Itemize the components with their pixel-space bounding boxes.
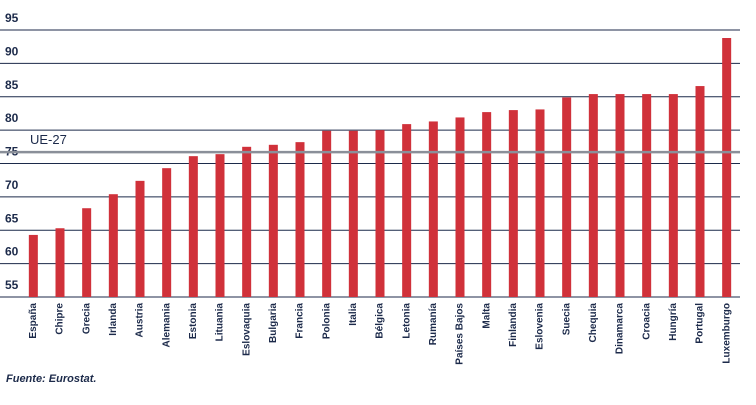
- bar: [375, 130, 385, 297]
- bar: [135, 180, 145, 297]
- x-tick-label: Países Bajos: [455, 303, 466, 365]
- x-tick-label: Lituania: [215, 303, 226, 342]
- bar: [242, 146, 252, 297]
- y-tick-label: 90: [5, 44, 19, 58]
- x-tick-label: Grecia: [81, 303, 92, 335]
- bar: [162, 168, 172, 297]
- bar: [615, 94, 625, 297]
- x-tick-label: Rumanía: [428, 303, 439, 346]
- x-tick-label: Luxemburgo: [721, 303, 732, 364]
- y-tick-label: 55: [5, 278, 19, 292]
- x-tick-label: Estonia: [188, 303, 199, 340]
- bar: [588, 94, 598, 297]
- x-tick-label: Eslovaquia: [241, 303, 252, 356]
- x-tick-label: Polonia: [321, 303, 332, 340]
- x-tick-label: Alemania: [161, 303, 172, 348]
- x-tick-label: Portugal: [695, 303, 706, 344]
- bar: [482, 112, 492, 297]
- y-tick-label: 85: [5, 78, 19, 92]
- x-tick-label: Chipre: [55, 303, 66, 335]
- x-tick-label: Austria: [135, 303, 146, 338]
- bar: [428, 121, 438, 297]
- x-tick-label: Finlandia: [508, 303, 519, 347]
- bar: [188, 156, 198, 297]
- bar: [668, 94, 678, 297]
- bar: [562, 97, 572, 297]
- x-tick-label: Francia: [295, 303, 306, 339]
- x-tick-label: Letonia: [401, 303, 412, 339]
- bar: [722, 38, 732, 297]
- bar: [268, 144, 278, 297]
- bar: [402, 124, 412, 298]
- y-tick-label: 95: [5, 11, 19, 25]
- y-tick-label: 80: [5, 111, 19, 125]
- bar: [348, 130, 358, 297]
- y-tick-label: 65: [5, 211, 19, 225]
- x-tick-label: Bélgica: [375, 303, 386, 339]
- x-tick-label: Eslovenia: [535, 303, 546, 350]
- x-tick-label: Croacia: [641, 303, 652, 340]
- x-tick-label: Dinamarca: [615, 303, 626, 355]
- bar: [55, 228, 65, 297]
- x-tick-label: Irlanda: [108, 303, 119, 336]
- bar: [508, 110, 518, 297]
- y-tick-label: 60: [5, 245, 19, 259]
- x-tick-label: Malta: [481, 303, 492, 329]
- bar: [695, 86, 705, 297]
- x-tick-label: Italia: [348, 303, 359, 326]
- source-note: Fuente: Eurostat.: [6, 373, 96, 385]
- x-tick-label: Hungría: [668, 303, 679, 341]
- bar: [455, 117, 465, 297]
- bar: [82, 208, 92, 297]
- x-tick-label: Chequia: [588, 303, 599, 343]
- y-tick-label: 70: [5, 178, 19, 192]
- bar: [28, 234, 38, 297]
- bar: [215, 154, 225, 297]
- bar: [642, 94, 652, 297]
- x-tick-label: Suecia: [561, 303, 572, 336]
- x-tick-label: Bulgaria: [268, 303, 279, 343]
- bar: [295, 142, 305, 297]
- x-tick-label: España: [28, 303, 39, 339]
- reference-label: UE-27: [30, 132, 67, 147]
- bar: [108, 194, 118, 297]
- bar: [322, 130, 332, 297]
- bar: [535, 109, 545, 298]
